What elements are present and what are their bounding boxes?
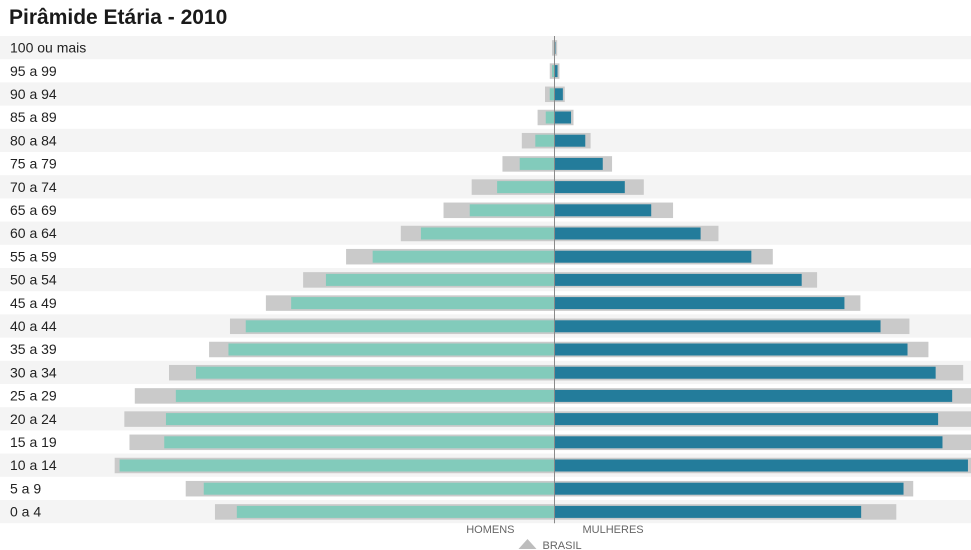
- bar-women: [554, 436, 943, 449]
- age-group-label: 80 a 84: [10, 132, 57, 148]
- age-group-label: 10 a 14: [10, 457, 57, 473]
- age-group-label: 30 a 34: [10, 364, 57, 380]
- bar-men: [535, 134, 555, 147]
- bar-women: [554, 459, 968, 472]
- age-group-label: 85 a 89: [10, 109, 57, 125]
- bar-men: [236, 505, 555, 518]
- bar-women: [554, 366, 936, 379]
- chart-title: Pirâmide Etária - 2010: [9, 6, 228, 29]
- bar-men: [164, 436, 555, 449]
- bar-men: [552, 65, 555, 78]
- age-group-label: 100 ou mais: [10, 40, 86, 56]
- age-group-label: 20 a 24: [10, 411, 57, 427]
- triangle-up-icon: [518, 539, 537, 549]
- bar-men: [195, 366, 555, 379]
- bar-men: [519, 157, 555, 170]
- row-stripe: [0, 36, 971, 60]
- age-group-label: 95 a 99: [10, 63, 57, 79]
- bar-men: [119, 459, 555, 472]
- bar-men: [549, 88, 555, 101]
- bar-women: [554, 157, 603, 170]
- bar-women: [554, 204, 652, 217]
- bar-men: [245, 320, 555, 333]
- bar-brasil-women: [554, 40, 558, 56]
- row-stripe: [0, 82, 971, 106]
- bar-women: [554, 88, 563, 101]
- age-group-label: 0 a 4: [10, 504, 41, 520]
- bar-women: [554, 482, 904, 495]
- age-group-label: 75 a 79: [10, 156, 57, 172]
- bar-women: [554, 320, 881, 333]
- age-group-label: 90 a 94: [10, 86, 57, 102]
- legend-mulheres-label: MULHERES: [583, 524, 644, 536]
- bar-men: [372, 250, 555, 263]
- bar-women: [554, 273, 802, 286]
- age-group-label: 25 a 29: [10, 388, 57, 404]
- bar-men: [203, 482, 555, 495]
- legend-brasil-label: BRASIL: [543, 540, 582, 550]
- age-group-label: 60 a 64: [10, 225, 57, 241]
- bar-brasil-men: [552, 40, 555, 56]
- bar-women: [554, 227, 701, 240]
- bar-women: [554, 297, 845, 310]
- bar-women: [554, 134, 586, 147]
- row-stripe: [0, 128, 971, 152]
- bar-women: [554, 181, 625, 194]
- bar-women: [554, 413, 939, 426]
- bar-women: [554, 505, 862, 518]
- bar-men: [291, 297, 555, 310]
- age-group-label: 5 a 9: [10, 480, 41, 496]
- bar-men: [228, 343, 555, 356]
- bar-women: [554, 111, 572, 124]
- age-group-label: 45 a 49: [10, 295, 57, 311]
- bar-women: [554, 343, 908, 356]
- bar-men: [175, 389, 555, 402]
- bar-men: [497, 181, 555, 194]
- age-group-label: 70 a 74: [10, 179, 57, 195]
- bar-women: [554, 65, 558, 78]
- bar-men: [325, 273, 555, 286]
- age-group-label: 15 a 19: [10, 434, 57, 450]
- bar-men: [469, 204, 555, 217]
- bar-men: [420, 227, 555, 240]
- bar-men: [165, 413, 555, 426]
- legend-homens-label: HOMENS: [466, 524, 514, 536]
- age-group-label: 50 a 54: [10, 272, 57, 288]
- bar-women: [554, 389, 953, 402]
- age-group-label: 55 a 59: [10, 248, 57, 264]
- age-group-label: 65 a 69: [10, 202, 57, 218]
- bar-women: [554, 250, 752, 263]
- age-group-label: 35 a 39: [10, 341, 57, 357]
- age-group-label: 40 a 44: [10, 318, 57, 334]
- bar-men: [545, 111, 555, 124]
